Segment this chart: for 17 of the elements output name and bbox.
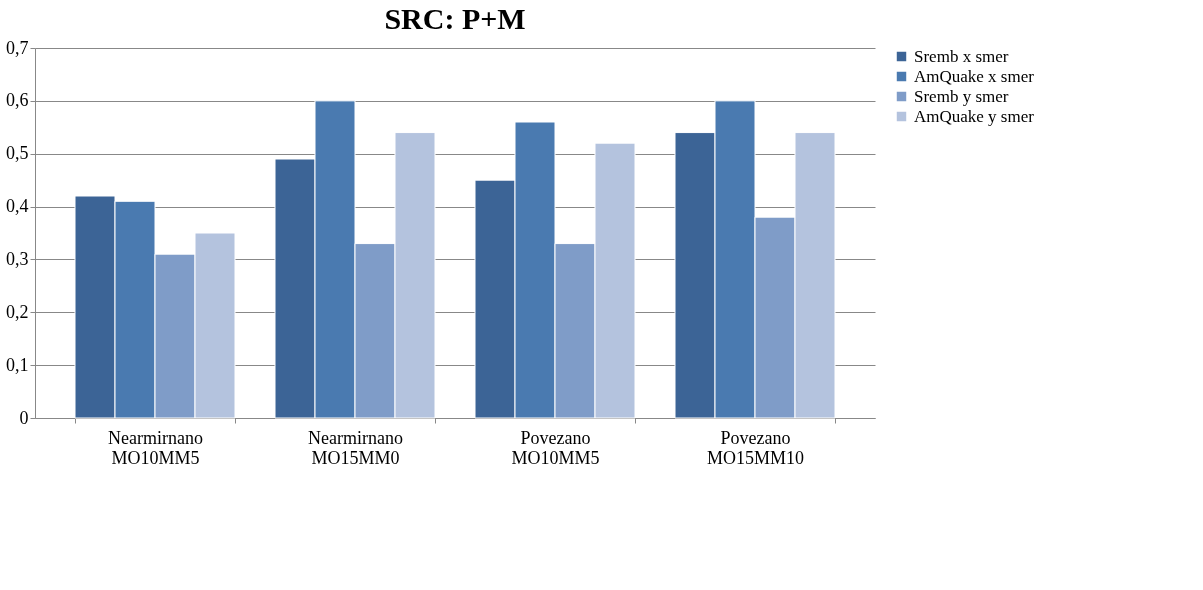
x-tick-label: Povezano MO15MM10 xyxy=(706,427,805,468)
x-tick-label: Nearmirnano MO15MM0 xyxy=(308,427,403,468)
legend-label: AmQuake x smer xyxy=(914,66,1035,86)
y-tick-label: 0,6 xyxy=(6,90,29,111)
x-tick-label: Nearmirnano MO10MM5 xyxy=(108,427,203,468)
y-tick-label: 0,2 xyxy=(6,301,29,322)
y-tick-label: 0,4 xyxy=(6,196,29,217)
x-tick-label: Povezano MO10MM5 xyxy=(511,427,600,468)
y-tick-label: 0,5 xyxy=(6,143,29,164)
y-tick-label: 0,1 xyxy=(6,354,29,375)
legend-label: Sremb x smer xyxy=(914,46,1009,66)
y-tick-label: 0,7 xyxy=(6,37,29,58)
y-tick-label: 0 xyxy=(19,407,29,428)
legend-label: Sremb y smer xyxy=(914,86,1009,106)
y-tick-label: 0,3 xyxy=(6,248,29,269)
chart-title: SRC: P+M xyxy=(384,2,526,35)
legend-label: AmQuake y smer xyxy=(914,106,1035,126)
